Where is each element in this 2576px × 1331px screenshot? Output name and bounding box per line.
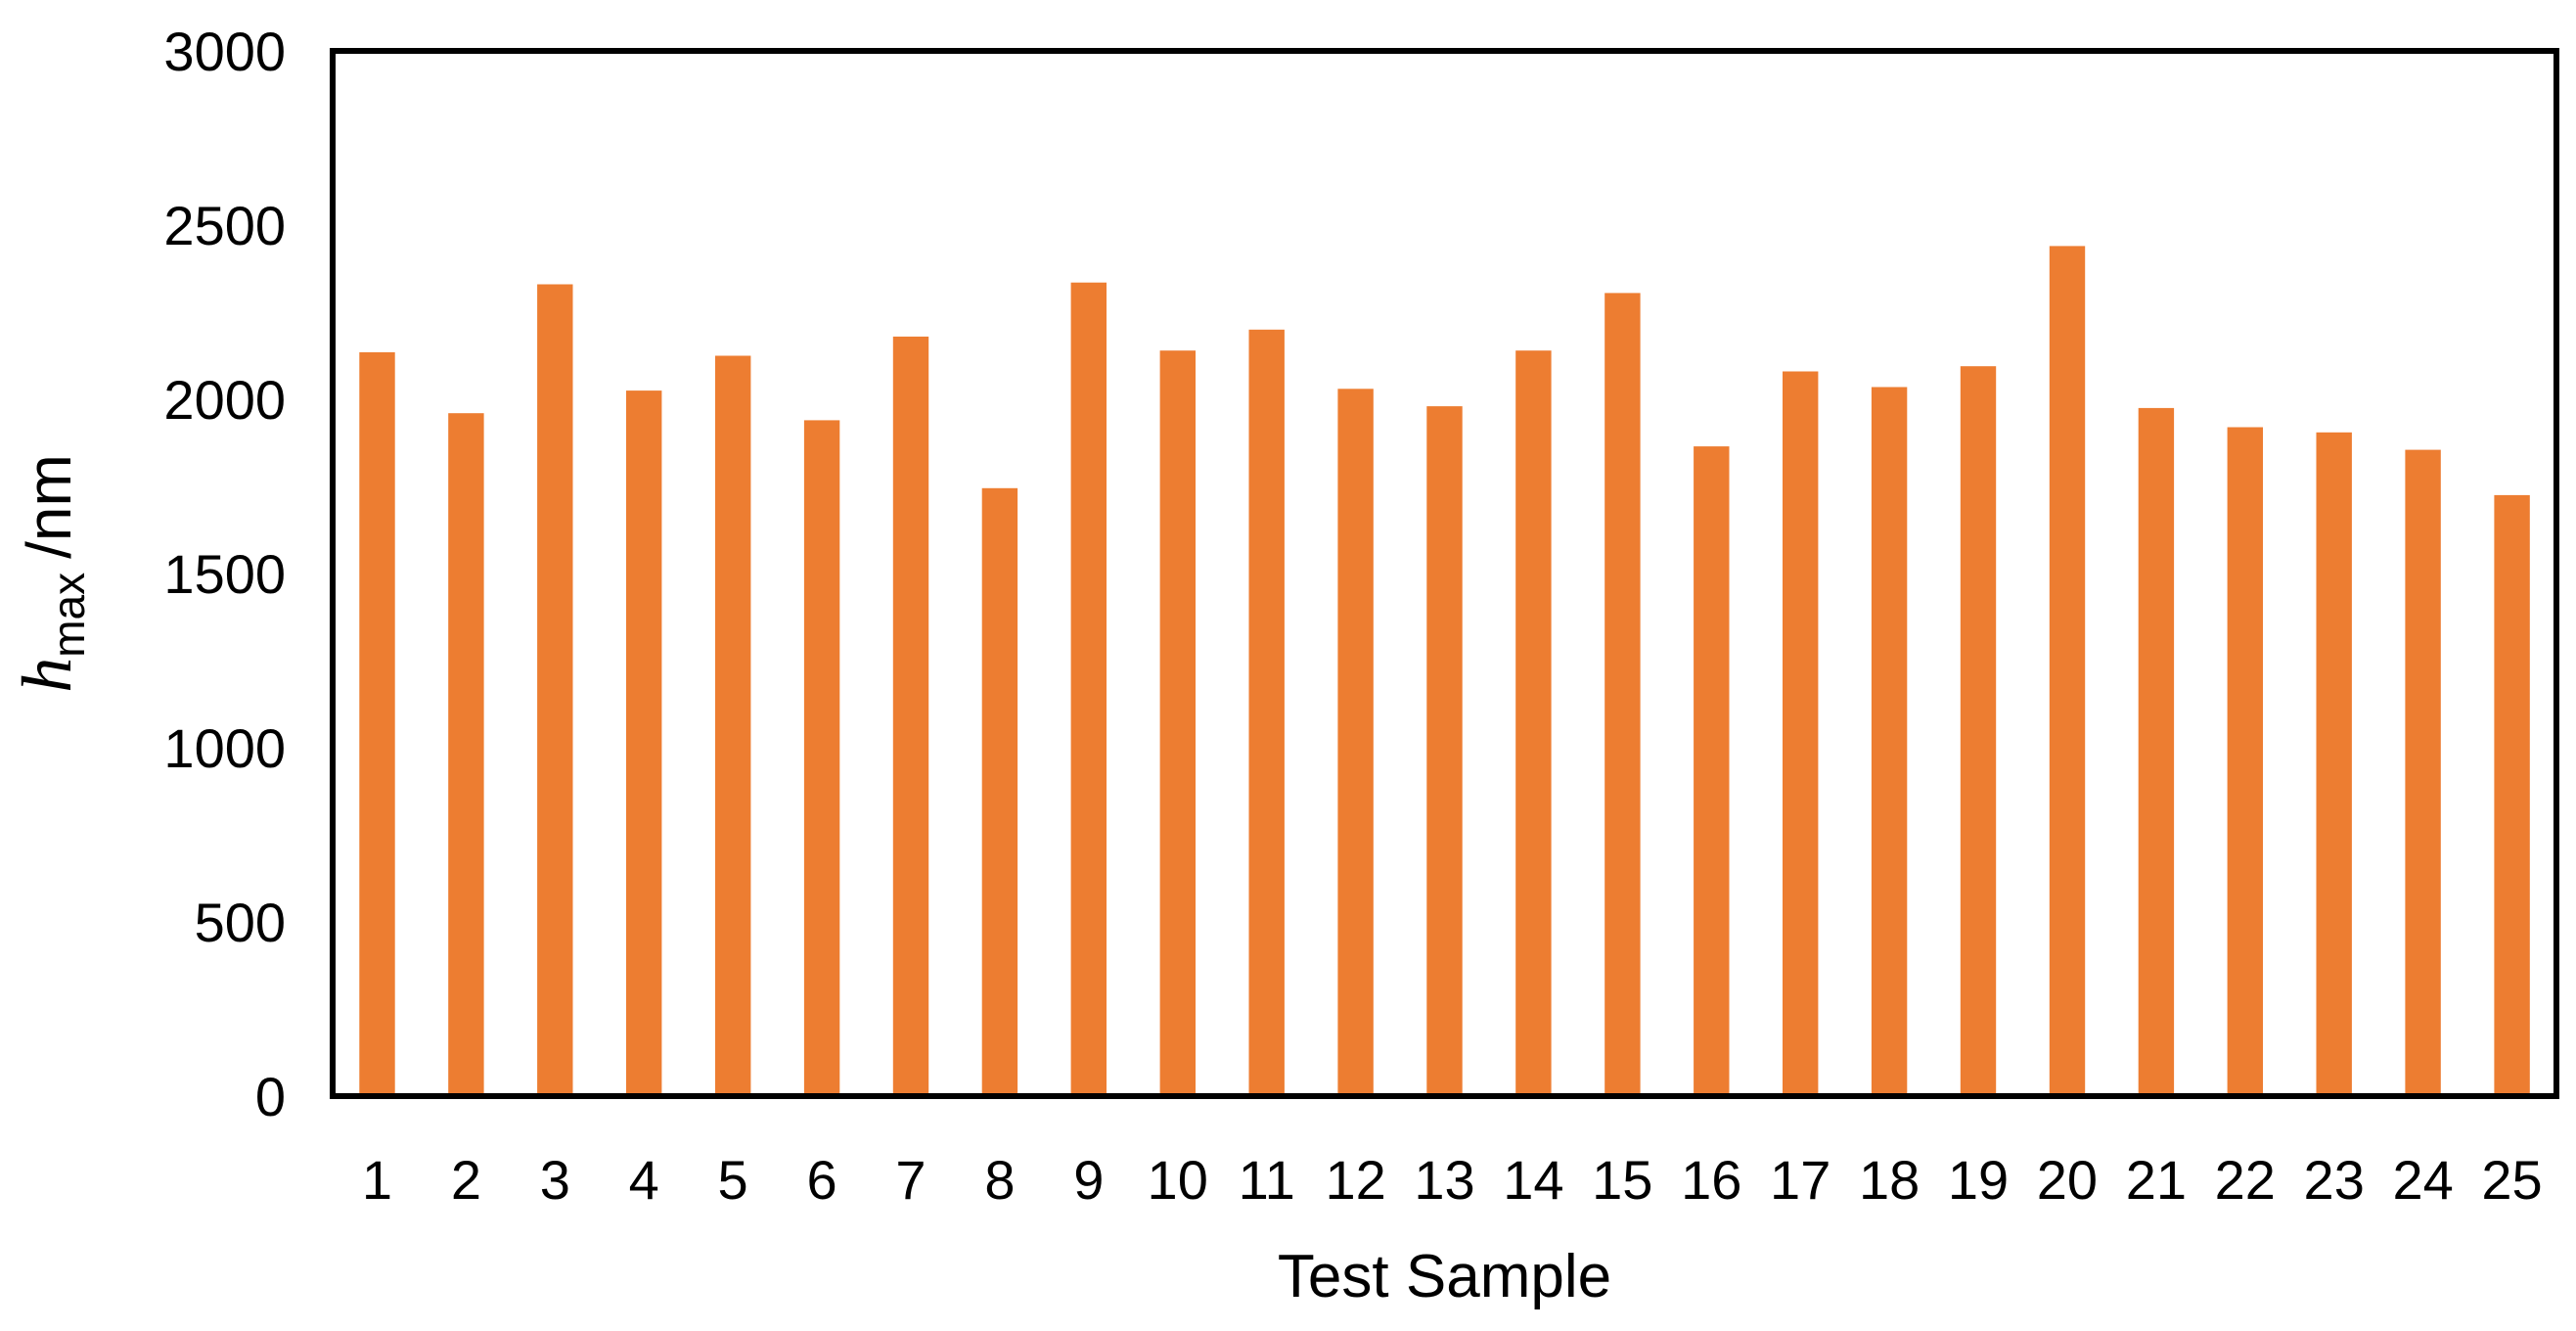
x-tick-label: 16 [1681,1149,1741,1211]
x-axis-ticks: 1 2 3 4 5 6 7 8 9 10 11 12 13 14 15 16 17 18 19 20 21 22 23 24 2… [362,1149,2543,1211]
bar-2 [448,413,484,1096]
x-tick-label: 22 [2215,1149,2276,1211]
x-tick-label: 13 [1414,1149,1474,1211]
bar-15 [1604,293,1641,1096]
bar-14 [1515,350,1552,1096]
bar-24 [2405,449,2441,1097]
x-tick-label: 7 [895,1149,926,1211]
x-tick-label: 5 [718,1149,748,1211]
bar-1 [359,351,395,1096]
bar-23 [2316,432,2352,1096]
bar-3 [537,284,573,1096]
x-tick-label: 2 [451,1149,481,1211]
bar-9 [1070,282,1107,1096]
bar-19 [1960,366,1997,1096]
y-tick-label: 500 [195,892,286,953]
bar-21 [2138,407,2175,1096]
bar-18 [1871,387,1908,1096]
bar-6 [803,420,840,1096]
y-tick-label: 3000 [163,21,286,82]
x-tick-label: 11 [1239,1149,1295,1211]
x-axis-title: Test Sample [1278,1243,1611,1310]
bar-13 [1426,406,1463,1097]
y-tick-label: 0 [255,1066,286,1127]
bar-25 [2494,494,2530,1096]
y-axis-ticks: 0 500 1000 1500 2000 2500 3000 [163,21,286,1127]
bar-7 [892,336,929,1096]
y-axis-symbol: h [8,658,86,693]
x-tick-label: 20 [2037,1149,2098,1211]
x-tick-label: 8 [984,1149,1015,1211]
y-tick-label: 2500 [163,195,286,256]
bars [359,246,2530,1097]
x-tick-label: 12 [1325,1149,1385,1211]
x-tick-label: 1 [362,1149,392,1211]
y-tick-label: 1000 [163,717,286,779]
plot-frame [330,48,2559,1099]
x-tick-label: 21 [2126,1149,2187,1211]
bar-17 [1783,371,1819,1096]
bar-22 [2227,427,2263,1096]
bar-20 [2049,246,2086,1096]
bar-12 [1337,389,1374,1096]
bar-4 [626,390,662,1097]
x-tick-label: 25 [2481,1149,2542,1211]
x-tick-label: 6 [807,1149,837,1211]
x-tick-label: 19 [1948,1149,2009,1211]
x-tick-label: 18 [1859,1149,1920,1211]
x-tick-label: 24 [2392,1149,2453,1211]
x-tick-label: 14 [1503,1149,1563,1211]
x-tick-label: 23 [2304,1149,2365,1211]
x-tick-label: 3 [540,1149,570,1211]
y-tick-label: 1500 [163,543,286,605]
y-tick-label: 2000 [163,369,286,431]
bar-5 [715,355,751,1096]
y-axis-subscript: max [43,573,94,658]
bar-8 [981,487,1018,1096]
x-tick-label: 17 [1770,1149,1830,1211]
bar-10 [1159,350,1196,1096]
x-tick-label: 4 [629,1149,659,1211]
x-tick-label: 9 [1073,1149,1104,1211]
x-tick-label: 15 [1592,1149,1652,1211]
y-axis-title: hmax/nm [8,454,94,693]
y-axis-unit: /nm [14,454,84,559]
bar-16 [1694,446,1730,1097]
bar-11 [1248,329,1285,1096]
x-tick-label: 10 [1148,1149,1208,1211]
